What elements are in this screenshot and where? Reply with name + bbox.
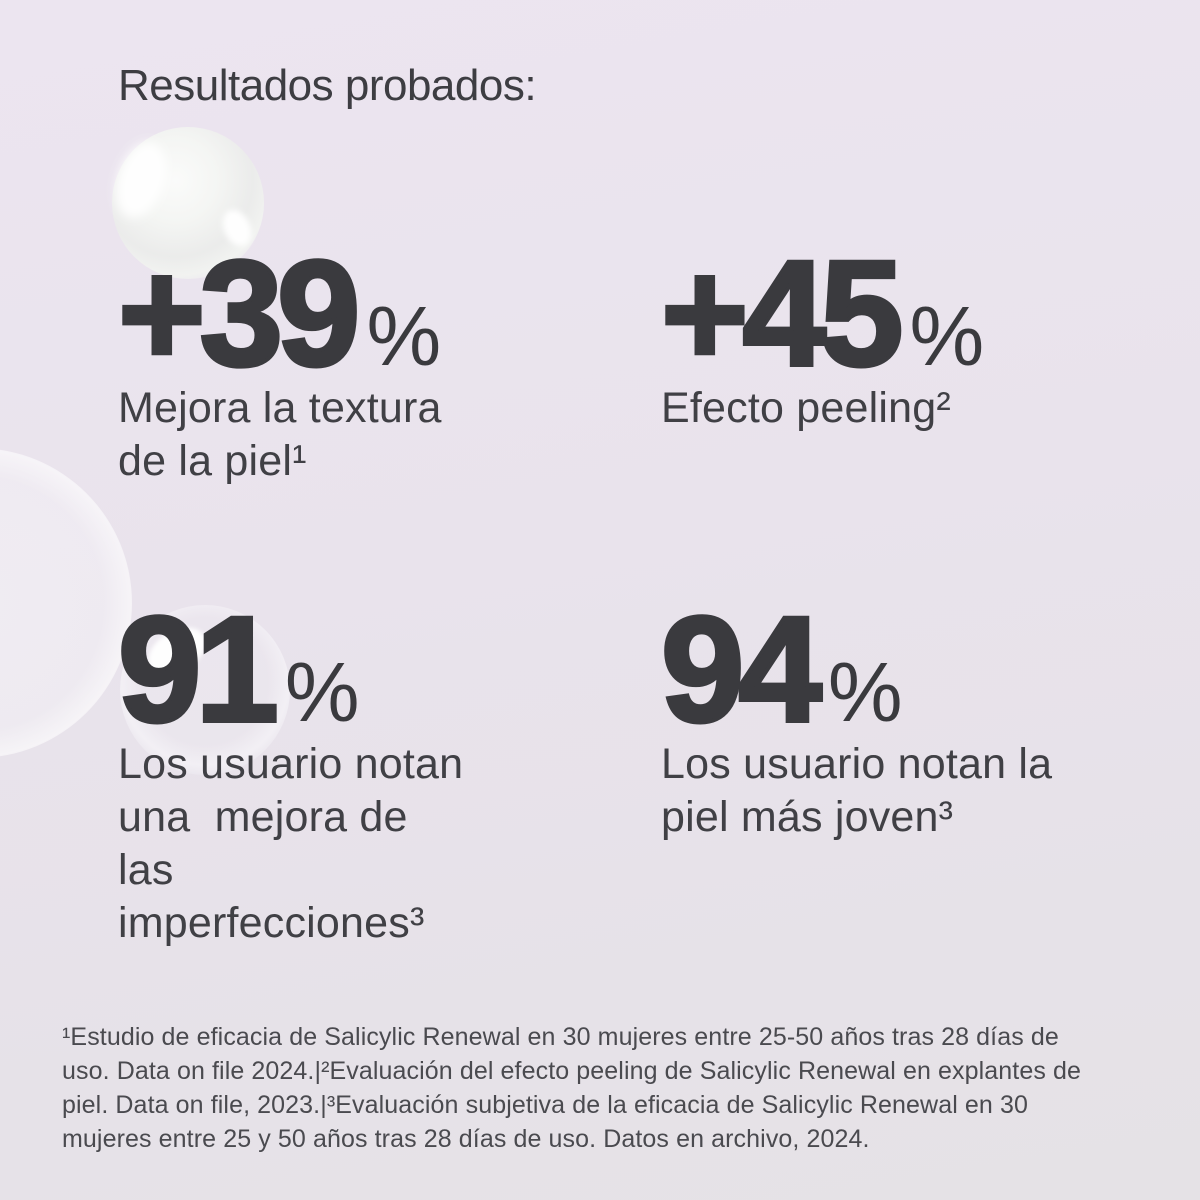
stat-caption: Los usuario notan la piel más joven³ [661, 740, 1053, 841]
bubble-decoration-stat-91 [120, 605, 290, 775]
stat-imperfections: 91% Los usuario notan una mejora de las … [116, 592, 618, 950]
page-title: Resultados probados: [118, 61, 537, 110]
stat-number: 91 [116, 585, 281, 753]
stat-caption: Mejora la textura de la piel¹ [118, 384, 442, 485]
stat-value: +45% [659, 236, 1161, 390]
percent-sign: % [909, 289, 985, 383]
percent-sign: % [827, 645, 903, 739]
stat-skin-texture: +39% Mejora la textura de la piel¹ [116, 236, 618, 488]
footnote: ¹Estudio de eficacia de Salicylic Renewa… [62, 1023, 1082, 1153]
bubble-decoration-left-edge [0, 448, 132, 758]
percent-sign: % [366, 289, 442, 383]
stat-number: +45 [659, 229, 905, 397]
stat-younger-skin: 94% Los usuario notan la piel más joven³ [659, 592, 1161, 844]
stat-value: +39% [116, 236, 618, 390]
stat-caption: Los usuario notan una mejora de las impe… [118, 740, 464, 947]
stat-value: 91% [116, 592, 618, 746]
stat-caption: Efecto peeling² [661, 384, 951, 432]
stat-number: 94 [659, 585, 824, 753]
stat-number: +39 [116, 229, 362, 397]
stat-peeling-effect: +45% Efecto peeling² [659, 236, 1161, 435]
percent-sign: % [284, 645, 360, 739]
stat-value: 94% [659, 592, 1161, 746]
bubble-decoration-top-left [112, 127, 264, 279]
